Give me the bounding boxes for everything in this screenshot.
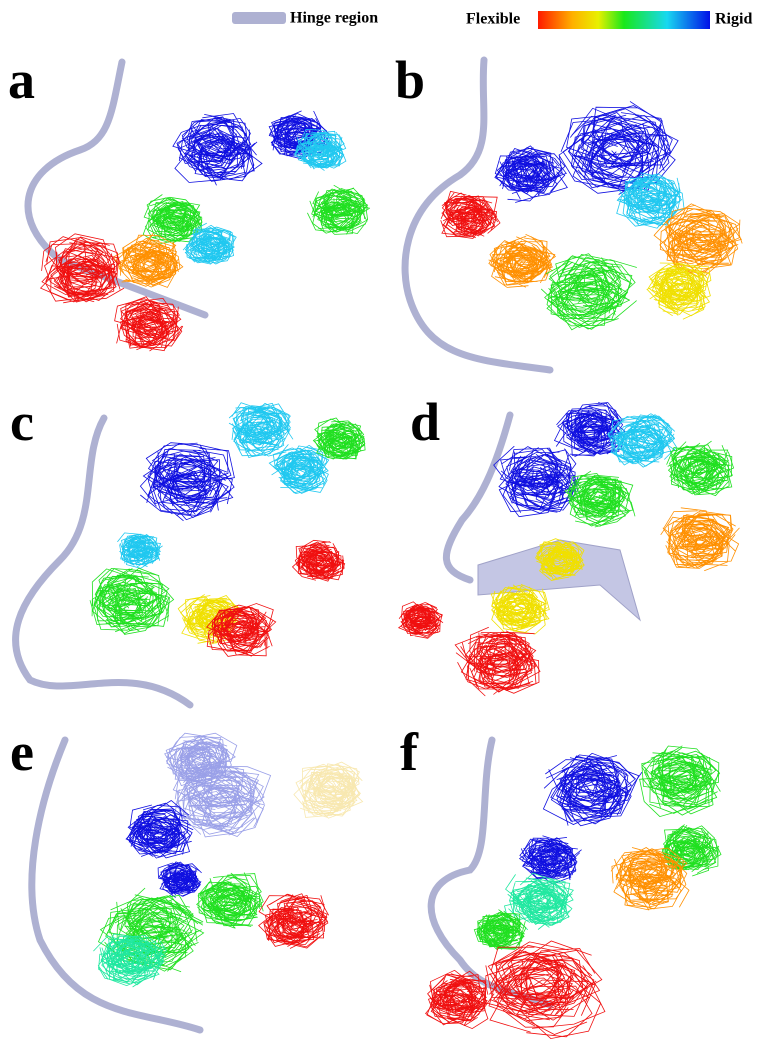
legend-rigid: Rigid [715, 11, 752, 28]
panel-label: f [400, 722, 419, 782]
panel-label: e [10, 722, 34, 782]
panel-label: a [8, 50, 35, 110]
panel-label: d [410, 392, 440, 452]
legend-flexible: Flexible [466, 11, 520, 28]
color-scale [538, 11, 710, 29]
legend-hinge: Hinge region [290, 10, 378, 27]
figure: Hinge region Flexible Rigid a b c d e f [0, 0, 776, 1061]
panel-label: c [10, 392, 34, 452]
hinge-tube [446, 415, 510, 580]
conformer-line [644, 756, 697, 794]
conformation-art [16, 60, 743, 1039]
panel-label: b [395, 50, 425, 110]
hinge-swatch [232, 12, 286, 24]
